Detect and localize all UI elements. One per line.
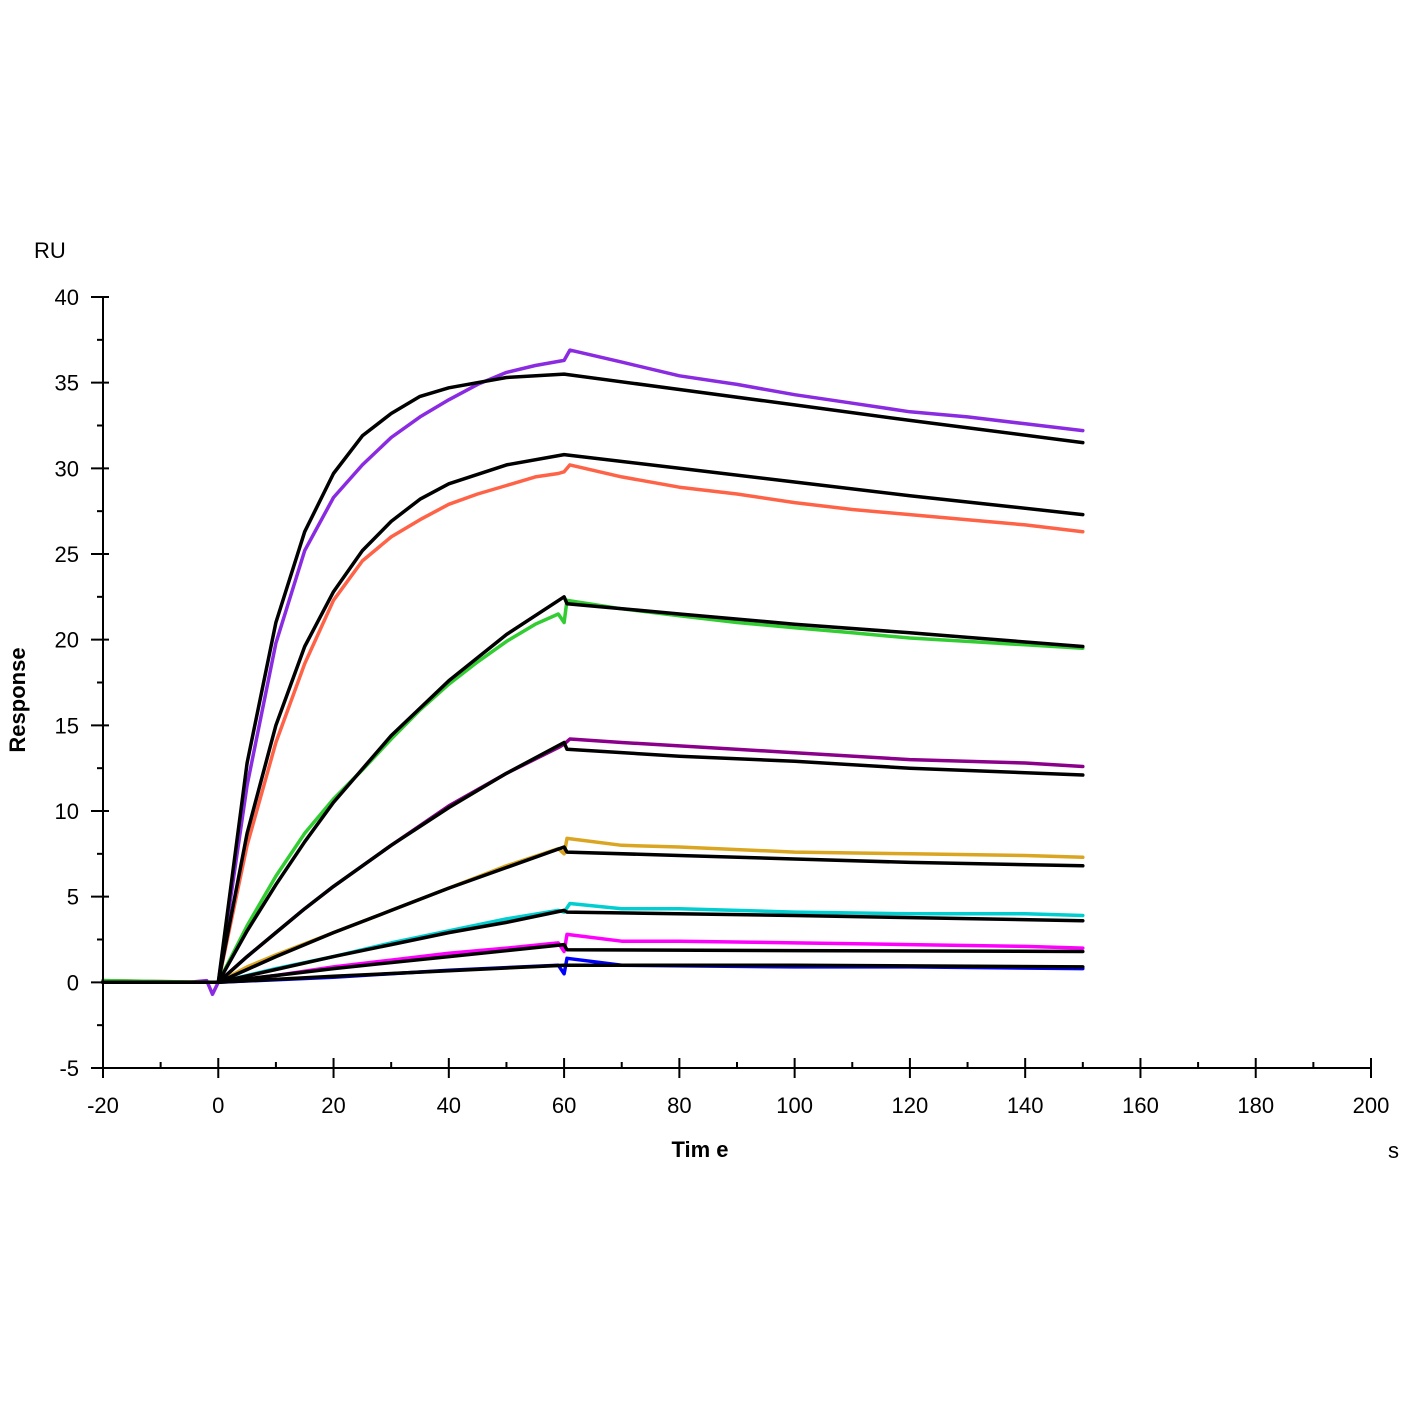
y-ticks: -5 0 5 10 15 20 25 30 35 40 [55,285,109,1081]
x-tick-label: 160 [1122,1093,1159,1118]
series-line-data-3 [101,598,1085,985]
x-tick-label: 20 [321,1093,345,1118]
series-line-fit-6 [101,908,1085,985]
y-tick-label: 15 [55,713,79,738]
x-tick-label: 100 [776,1093,813,1118]
x-tick-label: 180 [1237,1093,1274,1118]
x-tick-label: 40 [437,1093,461,1118]
y-tick-label: 40 [55,285,79,310]
series-line-fit-2 [101,452,1085,985]
y-tick-label: 10 [55,799,79,824]
x-tick-label: 120 [892,1093,929,1118]
series-line-fit-5 [101,845,1085,985]
x-tick-label: 60 [552,1093,576,1118]
x-unit-label: s [1388,1138,1399,1163]
y-tick-label: -5 [59,1056,79,1081]
x-tick-label: -20 [87,1093,119,1118]
x-tick-label: 0 [212,1093,224,1118]
y-tick-label: 20 [55,628,79,653]
y-tick-label: 25 [55,542,79,567]
y-tick-label: 30 [55,456,79,481]
x-tick-label: 200 [1353,1093,1390,1118]
y-unit-label: RU [34,238,66,263]
series-line-fit-1 [101,372,1085,985]
axes: -20 0 20 40 60 80 100 120 140 160 180 200 -5 0 5 10 15 2… [55,285,1390,1118]
plot-series [101,348,1085,997]
y-tick-label: 35 [55,371,79,396]
series-line-fit-8 [101,963,1085,985]
series-line-fit-3 [101,595,1085,985]
x-ticks: -20 0 20 40 60 80 100 120 140 160 180 200 [87,1058,1389,1118]
x-tick-label: 140 [1007,1093,1044,1118]
x-tick-label: 80 [667,1093,691,1118]
x-axis-title: Tim e [671,1137,728,1162]
y-axis-title: Response [5,647,30,752]
y-tick-label: 5 [67,885,79,910]
series-line-data-2 [101,463,1085,985]
series-line-data-6 [101,901,1085,985]
series-line-fit-4 [101,740,1085,985]
series-line-data-1 [101,348,1085,997]
y-tick-label: 0 [67,970,79,995]
